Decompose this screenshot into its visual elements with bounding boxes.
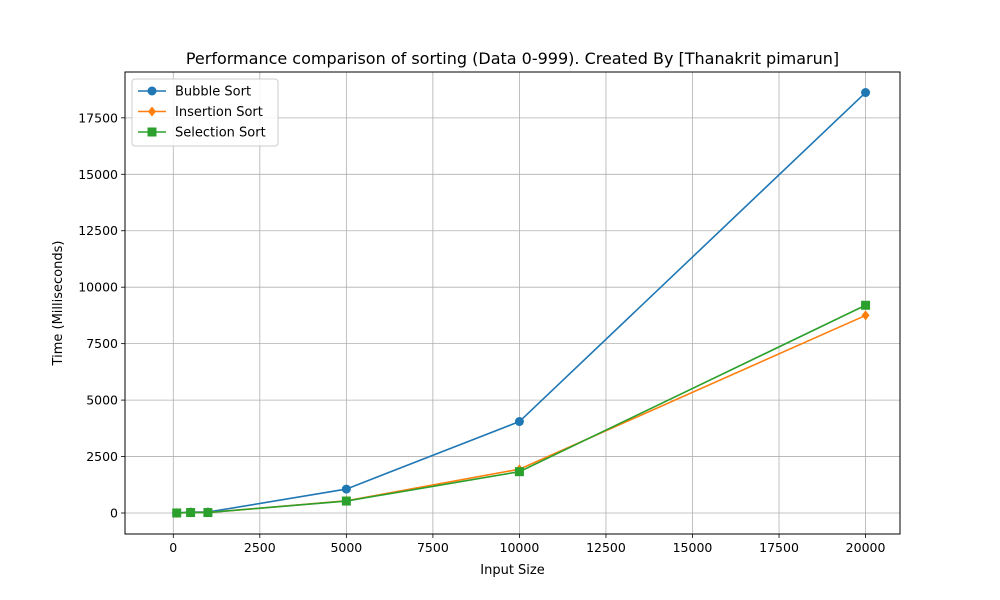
ticks: 0 2500 5000 7500 10000 12500 15000 17500 20000 0 2… xyxy=(78,110,885,555)
y-tick-label: 15000 xyxy=(78,167,118,182)
y-tick-label: 10000 xyxy=(78,280,118,295)
legend-label: Selection Sort xyxy=(175,126,266,141)
y-tick-label: 2500 xyxy=(86,449,118,464)
x-tick-label: 0 xyxy=(169,540,177,555)
x-tick-label: 12500 xyxy=(586,540,626,555)
plot-frame xyxy=(124,71,901,535)
data-point xyxy=(861,88,871,98)
legend-item: Selection Sort xyxy=(138,126,266,141)
data-point xyxy=(861,300,871,310)
y-tick-label: 17500 xyxy=(78,110,118,125)
data-point xyxy=(186,508,196,518)
legend: Bubble Sort Insertion Sort Selection Sort xyxy=(131,78,279,147)
legend-label: Insertion Sort xyxy=(175,105,263,120)
data-point xyxy=(861,310,870,321)
x-tick-label: 10000 xyxy=(500,540,540,555)
x-tick-label: 2500 xyxy=(244,540,276,555)
data-point xyxy=(514,417,524,427)
series-selection-sort xyxy=(172,300,871,518)
grid xyxy=(125,72,900,534)
legend-item: Bubble Sort xyxy=(138,85,251,100)
data-point xyxy=(341,484,351,494)
x-axis-label: Input Size xyxy=(480,563,544,578)
y-tick-label: 7500 xyxy=(86,336,118,351)
x-tick-label: 20000 xyxy=(846,540,886,555)
x-tick-label: 17500 xyxy=(759,540,799,555)
legend-marker xyxy=(147,86,157,96)
legend-label: Bubble Sort xyxy=(175,85,251,100)
x-tick-label: 7500 xyxy=(417,540,449,555)
data-point xyxy=(514,467,524,477)
y-tick-label: 12500 xyxy=(78,223,118,238)
data-point xyxy=(172,508,182,518)
legend-marker xyxy=(148,106,156,117)
legend-marker xyxy=(147,127,157,137)
y-axis-label: Time (Milliseconds) xyxy=(51,241,66,367)
x-tick-label: 5000 xyxy=(330,540,362,555)
legend-box xyxy=(131,78,279,147)
data-point xyxy=(203,508,213,518)
series-layer xyxy=(172,88,871,518)
y-tick-label: 0 xyxy=(110,506,118,521)
y-tick-label: 5000 xyxy=(86,393,118,408)
chart-title: Performance comparison of sorting (Data … xyxy=(186,49,839,68)
legend-item: Insertion Sort xyxy=(138,105,263,120)
x-tick-label: 15000 xyxy=(673,540,713,555)
data-point xyxy=(341,496,351,506)
